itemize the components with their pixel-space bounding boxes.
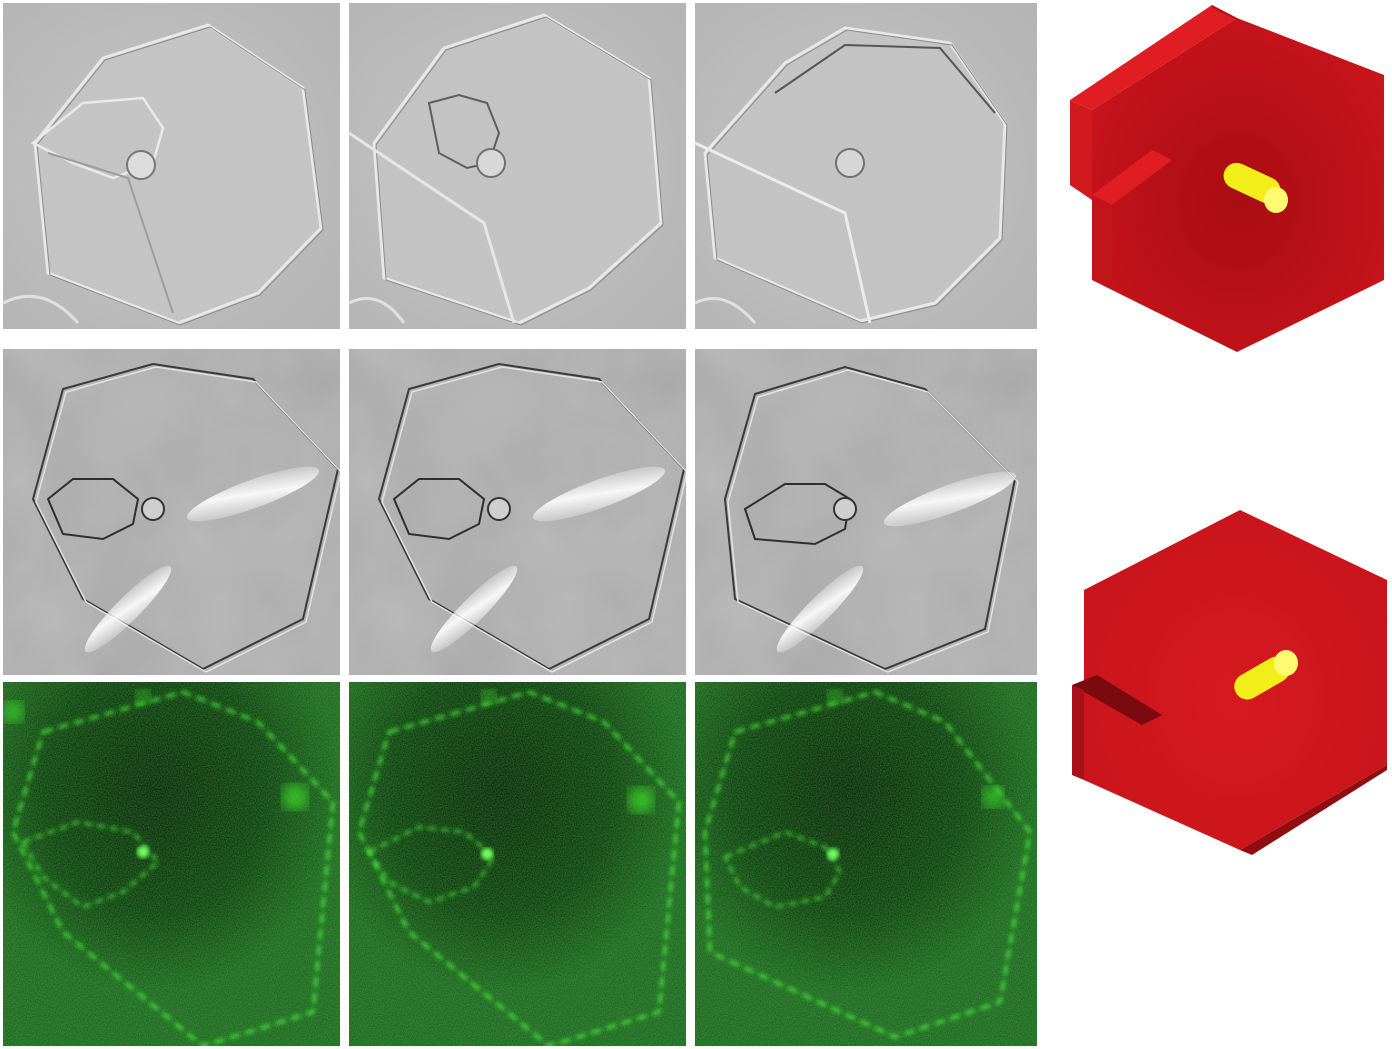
fluor-panel-r3c2 — [349, 682, 686, 1046]
fluor-panel-r3c1 — [3, 682, 340, 1046]
dic-image — [3, 349, 340, 675]
dic-panel-r2c3 — [695, 349, 1037, 675]
model-full-slit — [1062, 505, 1392, 865]
dic-image — [3, 3, 340, 329]
fluorescence-image — [349, 682, 686, 1046]
dic-panel-r1c3 — [695, 3, 1037, 329]
dic-panel-r2c1 — [3, 349, 340, 675]
dic-panel-r2c2 — [349, 349, 686, 675]
fluorescence-image — [695, 682, 1037, 1046]
dic-image — [695, 3, 1037, 329]
dic-image — [349, 349, 686, 675]
dic-panel-r1c1 — [3, 3, 340, 329]
dic-image — [695, 349, 1037, 675]
dic-image — [349, 3, 686, 329]
dic-panel-r1c2 — [349, 3, 686, 329]
hex-plate-model — [1070, 5, 1384, 352]
hex-plate-model — [1072, 510, 1387, 855]
fluor-panel-r3c3 — [695, 682, 1037, 1046]
fluorescence-image — [3, 682, 340, 1046]
model-partial-slit — [1062, 0, 1392, 360]
